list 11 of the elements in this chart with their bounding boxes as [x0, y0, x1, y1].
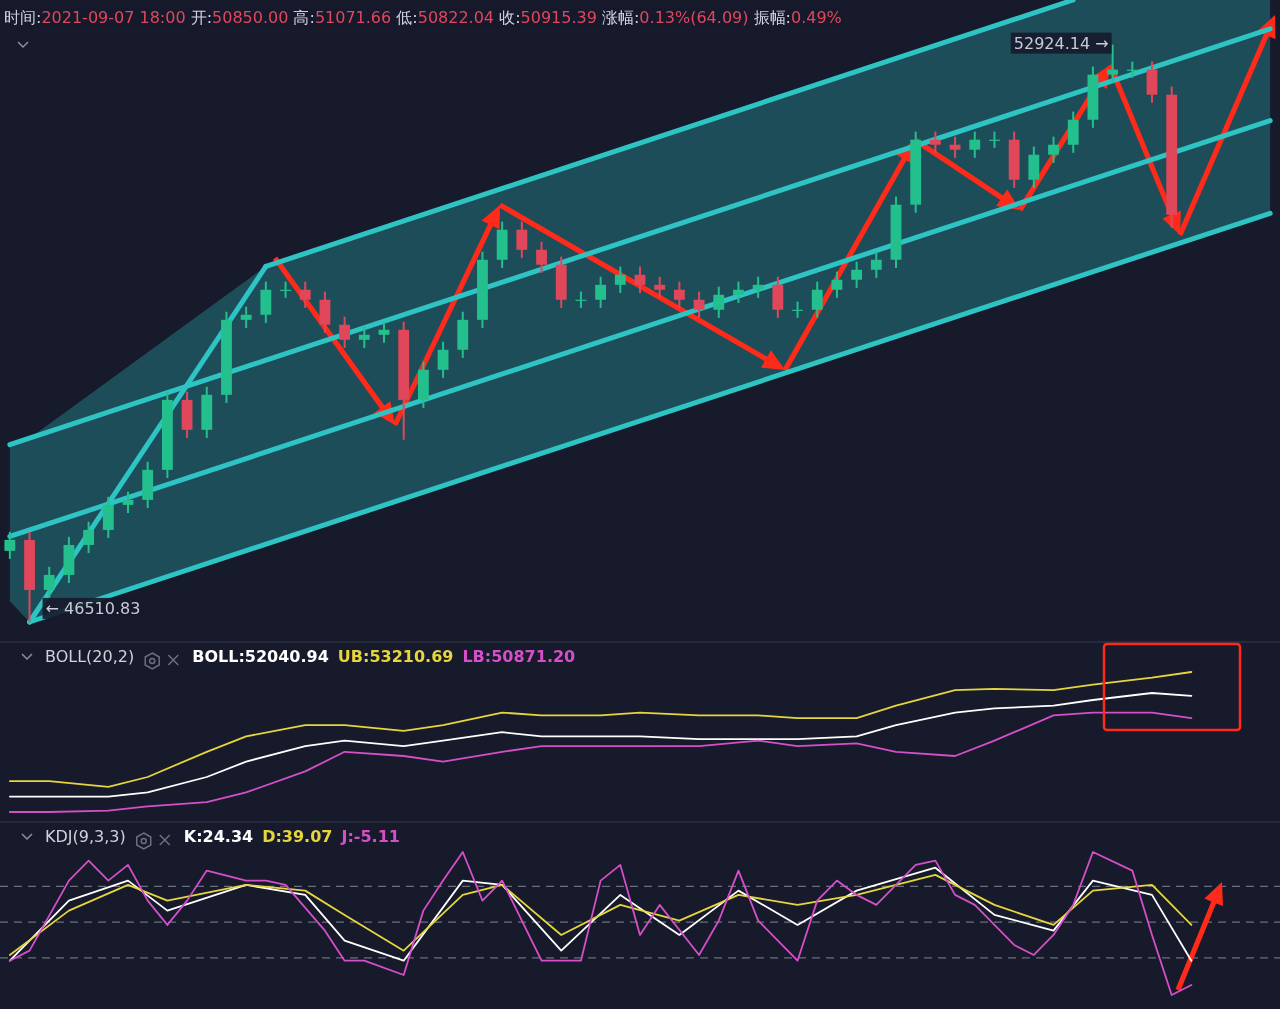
text: BOLL:52040.94: [192, 647, 329, 666]
annotation: ← 46510.83: [45, 598, 141, 618]
chart-title: BOLL(20,2): [45, 647, 135, 666]
text: D:39.07: [262, 827, 333, 846]
text: UB:53210.69: [337, 647, 454, 666]
text: LB:50871.20: [462, 647, 576, 666]
text: 时间:2021-09-07 18:00 开:50850.00 高:51071.66 低:50822.04 收:50915.39 涨幅:0.13%(64.09) 振幅:0.49%: [4, 8, 842, 27]
text: J:-5.11: [340, 827, 400, 846]
text: K:24.34: [183, 827, 254, 846]
chart-title: KDJ(9,3,3): [45, 827, 126, 846]
annotation: 52924.14 →: [1013, 33, 1109, 53]
